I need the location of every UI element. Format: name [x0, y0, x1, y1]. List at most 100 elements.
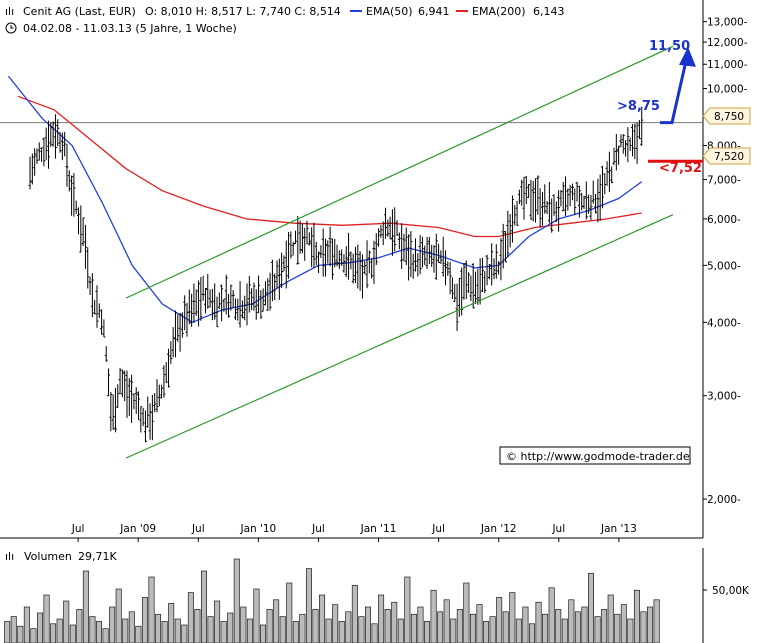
chart-type-icon: ılı	[5, 5, 14, 18]
volume-bar	[410, 613, 417, 643]
volume-tick: 50,00K	[712, 585, 750, 597]
volume-bar	[633, 589, 640, 643]
volume-bar	[36, 612, 43, 643]
volume-bar	[581, 606, 588, 643]
volume-bar	[502, 611, 509, 643]
volume-bar	[266, 609, 273, 643]
x-tick-label: Jul	[551, 523, 565, 535]
volume-bar	[155, 613, 162, 643]
volume-bar	[56, 618, 63, 643]
volume-bar	[509, 592, 516, 643]
volume-bar	[640, 611, 647, 643]
ema50-series	[7, 75, 643, 324]
x-tick-label: Jan '11	[360, 523, 397, 535]
y-tick-label: 11,000-	[707, 59, 748, 71]
volume-bar	[574, 611, 581, 643]
y-tick-label: 5,000-	[707, 260, 741, 272]
volume-bar	[187, 592, 194, 643]
volume-label: Volumen	[24, 550, 72, 563]
volume-bar	[351, 585, 358, 643]
x-tick-label: Jul	[191, 523, 205, 535]
volume-bar	[404, 576, 411, 643]
volume-bar	[128, 611, 135, 643]
volume-bar	[332, 604, 339, 643]
volume-bar	[364, 606, 371, 643]
x-tick-label: Jan '13	[600, 523, 637, 535]
y-tick-label: 13,000-	[707, 17, 748, 29]
volume-bar	[397, 618, 404, 643]
volume-bar	[568, 599, 575, 643]
volume-bar	[4, 621, 11, 643]
volume-header: ılı Volumen 29,71K	[5, 550, 117, 563]
volume-bar	[391, 601, 398, 643]
volume-bar	[194, 609, 201, 643]
volume-bar	[555, 609, 562, 643]
volume-bar	[489, 616, 496, 643]
price-tag-1-box	[702, 107, 751, 125]
ema50-legend-label: EMA(50)	[366, 5, 413, 18]
volume-bar	[286, 582, 293, 643]
clock-hands-icon	[10, 25, 14, 29]
channel-lower-line	[125, 214, 674, 459]
volume-bar	[522, 606, 529, 643]
chart-header: ılı Cenit AG (Last, EUR) O: 8,010 H: 8,5…	[5, 5, 565, 35]
y-axis: 2,000-3,000-4,000-5,000-6,000-7,000-8,00…	[703, 17, 748, 506]
clock-icon	[5, 22, 17, 34]
volume-bar	[627, 618, 634, 643]
volume-bar	[89, 616, 96, 643]
volume-bar	[319, 594, 326, 643]
volume-axis: 50,00K	[712, 585, 750, 597]
volume-bar	[96, 621, 102, 643]
chart-grid	[0, 0, 704, 539]
volume-bar	[17, 625, 24, 643]
volume-bar	[109, 606, 116, 643]
volume-value: 29,71K	[78, 550, 117, 563]
volume-bar	[515, 618, 522, 643]
volume-bar	[358, 616, 365, 643]
channel-upper-line	[125, 45, 674, 299]
y-tick-label: 2,000-	[707, 494, 741, 506]
trend-channel	[125, 45, 674, 459]
volume-bar	[141, 597, 148, 643]
volume-bar	[10, 616, 17, 643]
x-tick-label: Jan '12	[480, 523, 517, 535]
price-series	[28, 106, 644, 443]
y-tick-label: 3,000-	[707, 391, 741, 403]
breakout-label: >8,75	[617, 99, 660, 114]
volume-bar	[305, 568, 312, 643]
target-arrow-line	[660, 60, 688, 125]
volume-bar	[371, 623, 378, 643]
volume-bar	[181, 624, 188, 643]
volume-bar	[378, 594, 385, 643]
volume-bar	[424, 621, 430, 643]
volume-bar	[115, 588, 122, 643]
volume-bar	[312, 609, 319, 643]
volume-bar	[227, 612, 234, 643]
volume-bar	[463, 582, 470, 643]
volume-bar	[614, 613, 621, 643]
volume-bar	[279, 616, 286, 643]
volume-icon: ılı	[5, 550, 14, 563]
volume-bar	[601, 609, 608, 643]
volume-bar	[561, 618, 568, 643]
volume-bar	[443, 599, 450, 643]
volume-bar	[161, 621, 168, 643]
annotations: 11,50 >8,75 <7,52	[617, 39, 703, 176]
volume-bar	[220, 621, 227, 643]
volume-bar	[76, 609, 83, 643]
volume-bar	[253, 588, 260, 643]
volume-bars	[4, 548, 707, 643]
volume-bar	[168, 603, 175, 643]
volume-bar	[588, 573, 595, 643]
volume-bar	[535, 601, 542, 643]
volume-bar	[69, 624, 76, 643]
ema200-legend-value: 6,143	[533, 5, 565, 18]
ema200-series	[17, 95, 642, 238]
volume-bar	[647, 606, 654, 643]
volume-bar	[214, 600, 221, 643]
volume-bar	[260, 624, 266, 643]
volume-bar	[148, 576, 155, 643]
volume-bar	[30, 628, 37, 643]
volume-bar	[338, 621, 345, 643]
